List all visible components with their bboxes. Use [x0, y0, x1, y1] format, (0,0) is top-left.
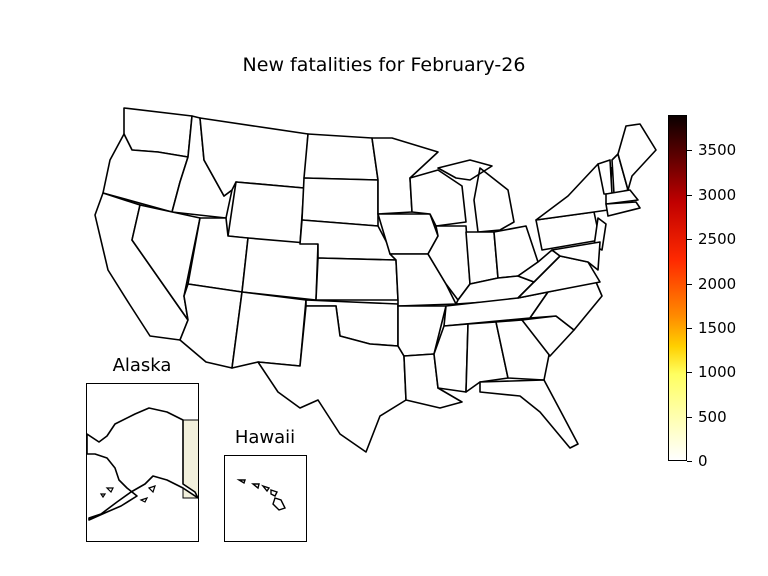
- colorbar-tick: [687, 150, 692, 151]
- state-alaska[interactable]: [87, 407, 198, 521]
- state-michigan[interactable]: [437, 159, 515, 233]
- colorbar-tick-label: 3000: [698, 186, 737, 204]
- colorbar: [668, 115, 687, 461]
- state-connecticut-rhode-island[interactable]: [605, 201, 641, 217]
- hawaii-inset: [224, 455, 307, 542]
- state-texas[interactable]: [257, 305, 407, 453]
- colorbar-tick-label: 0: [698, 452, 708, 470]
- state-kansas[interactable]: [315, 257, 399, 301]
- colorbar-tick-label: 2500: [698, 230, 737, 248]
- colorbar-tick: [687, 372, 692, 373]
- state-alabama[interactable]: [465, 321, 509, 393]
- state-maryland-delaware[interactable]: [551, 241, 601, 271]
- colorbar-tick: [687, 284, 692, 285]
- colorbar-tick-label: 3500: [698, 141, 737, 159]
- state-mississippi[interactable]: [433, 323, 469, 393]
- state-wisconsin[interactable]: [409, 169, 467, 227]
- alaska-islands: [99, 485, 156, 503]
- alaska-inset: [86, 383, 199, 542]
- colorbar-tick: [687, 417, 692, 418]
- alaska-map: [87, 407, 198, 521]
- colorbar-tick: [687, 328, 692, 329]
- state-colorado[interactable]: [241, 237, 319, 301]
- state-wyoming[interactable]: [227, 181, 305, 245]
- state-florida[interactable]: [479, 379, 579, 449]
- colorbar-tick-label: 1000: [698, 363, 737, 381]
- state-massachusetts[interactable]: [605, 189, 639, 205]
- hawaii-map: [236, 479, 286, 511]
- map-title: New fatalities for February-26: [242, 54, 526, 76]
- colorbar-tick-label: 500: [698, 408, 727, 426]
- hawaii-inset-title: Hawaii: [234, 427, 296, 448]
- hawaii-islands[interactable]: [236, 479, 286, 511]
- colorbar-tick: [687, 239, 692, 240]
- alaska-inset-title: Alaska: [112, 355, 172, 376]
- state-north-dakota[interactable]: [303, 133, 379, 181]
- colorbar-tick-label: 1500: [698, 319, 737, 337]
- state-new-mexico[interactable]: [231, 291, 307, 369]
- colorbar-tick: [687, 461, 692, 462]
- colorbar-tick-label: 2000: [698, 275, 737, 293]
- state-indiana[interactable]: [465, 231, 499, 285]
- state-south-dakota[interactable]: [301, 177, 379, 227]
- state-georgia[interactable]: [495, 319, 551, 381]
- colorbar-tick: [687, 195, 692, 196]
